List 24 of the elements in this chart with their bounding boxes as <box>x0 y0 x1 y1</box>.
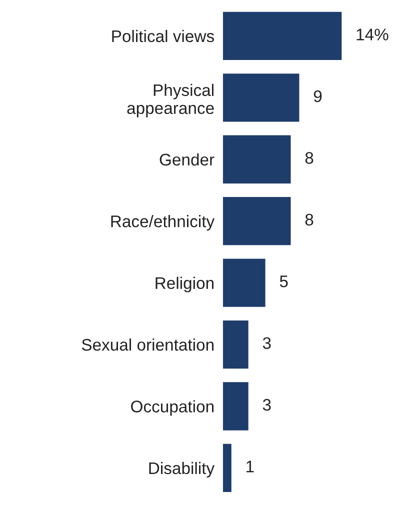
data-label: 8 <box>305 214 314 226</box>
y-tick-label: Religion <box>156 276 214 292</box>
data-label: 9 <box>314 90 322 102</box>
y-tick-label: Disability <box>149 462 215 478</box>
data-label: 5 <box>280 276 288 288</box>
bar <box>222 444 232 492</box>
data-label: 3 <box>262 337 271 350</box>
y-tick-label: Sexual orientation <box>82 338 214 351</box>
y-tick-label: Gender <box>160 153 214 166</box>
y-tick-label: Political views <box>112 30 214 42</box>
bar <box>222 258 266 307</box>
bar <box>222 320 248 369</box>
data-label: 3 <box>262 398 271 411</box>
bar <box>222 382 248 430</box>
bar <box>222 12 342 60</box>
y-tick-label: Occupation <box>131 400 214 416</box>
bar <box>222 74 300 122</box>
y-tick-label: Race/ethnicity <box>111 215 215 231</box>
data-label: 8 <box>305 152 314 164</box>
y-tick-label: Physical appearance <box>127 84 214 118</box>
data-label: 14% <box>356 28 388 40</box>
bar <box>222 135 291 184</box>
data-label: 1 <box>246 460 254 472</box>
bar <box>222 197 291 246</box>
